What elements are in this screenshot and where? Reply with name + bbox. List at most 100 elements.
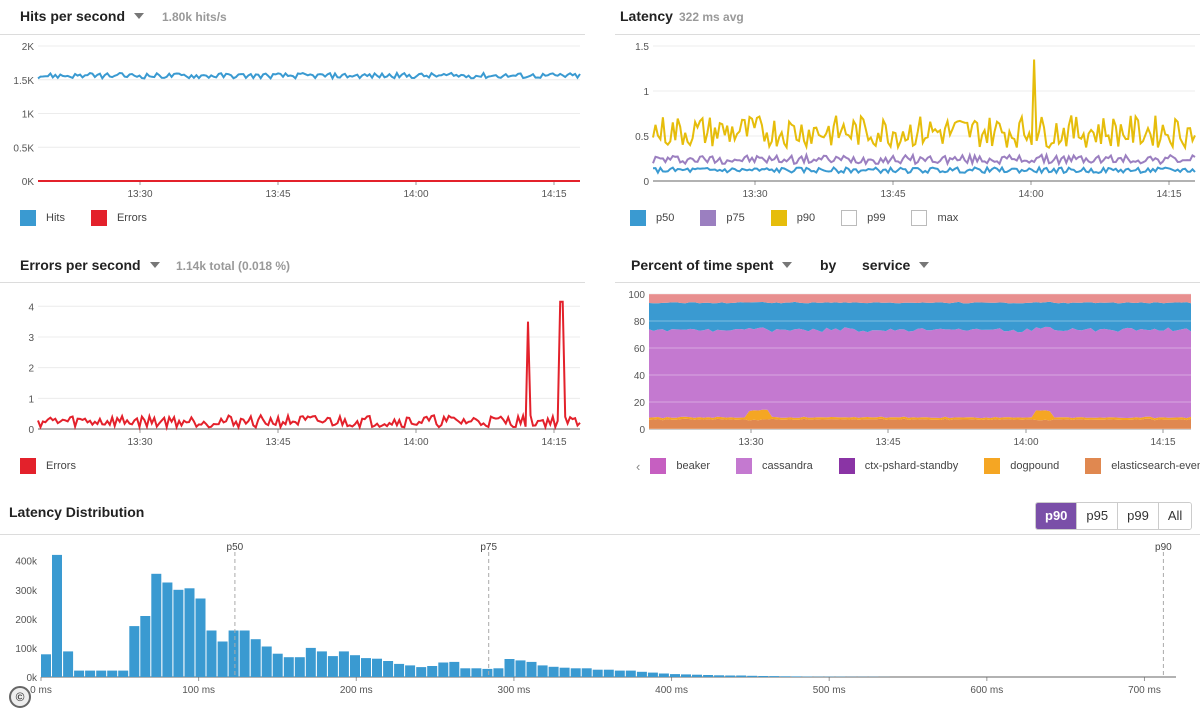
legend-item-errors[interactable]: Errors	[90, 210, 147, 226]
y-tick-label: 0.5	[635, 132, 649, 143]
histogram-bar	[195, 598, 206, 677]
chevron-down-icon[interactable]	[149, 262, 160, 268]
legend-item-p99[interactable]: p99	[841, 210, 885, 226]
histogram-bar	[239, 630, 250, 677]
legend-item-hits[interactable]: Hits	[20, 210, 65, 226]
p90-button[interactable]: p90	[1036, 503, 1077, 529]
chevron-down-icon[interactable]	[134, 13, 145, 19]
series-line-p90	[652, 59, 1196, 151]
legend-label: Hits	[46, 212, 65, 224]
series-line-hits	[37, 70, 581, 81]
p95-button[interactable]: p95	[1076, 503, 1118, 529]
legend-swatch	[90, 210, 107, 226]
percent-chart: 0 20 40 60 80 100 13:30 13:45 14:00 14:15	[628, 290, 1191, 448]
legend-item-errors[interactable]: Errors	[20, 458, 76, 474]
hits-panel-title[interactable]: Hits per second	[20, 8, 145, 24]
legend-label: elasticsearch-events	[1111, 460, 1200, 472]
histogram-bar	[173, 589, 184, 677]
errors-panel-title[interactable]: Errors per second	[20, 257, 160, 273]
histogram-bar	[460, 668, 471, 677]
legend-item-p75[interactable]: p75	[700, 210, 745, 226]
histogram-bar	[658, 673, 669, 677]
y-tick-label: 0k	[26, 673, 38, 684]
histogram-bar	[592, 669, 603, 677]
y-tick-label: 0K	[22, 177, 35, 188]
errors-legend: Errors	[20, 458, 102, 474]
legend-swatch	[984, 458, 1001, 474]
histogram-bar	[96, 670, 107, 677]
histogram-bar	[526, 661, 537, 677]
legend-label: cassandra	[761, 460, 813, 472]
y-tick-label: 80	[634, 317, 646, 328]
histogram-bar	[372, 658, 382, 677]
histogram-bar	[118, 670, 129, 677]
histogram-bar	[780, 676, 791, 677]
histogram-bar	[151, 573, 162, 677]
x-tick-label: 13:45	[875, 437, 900, 448]
histogram-bar	[41, 654, 51, 677]
percentile-marker-label: p75	[480, 542, 497, 553]
percent-panel-title[interactable]: Percent of time spent	[631, 257, 793, 273]
by-label: by	[820, 257, 837, 273]
histogram-bar	[427, 666, 438, 677]
latency-chart: 0 0.5 1 1.5 13:30 13:45 14:00 14:15	[635, 42, 1196, 200]
histogram-bar	[184, 588, 195, 677]
histogram-bar	[515, 660, 526, 677]
y-tick-label: 0	[643, 177, 649, 188]
histogram-bar	[74, 670, 85, 677]
y-tick-label: 40	[634, 371, 646, 382]
legend-item-p90[interactable]: p90	[770, 210, 815, 226]
legend-swatch	[911, 210, 928, 226]
histogram-bar	[305, 647, 316, 677]
legend-swatch	[770, 210, 787, 226]
y-tick-label: 100k	[15, 644, 38, 655]
group-by-select[interactable]: service	[862, 257, 930, 273]
histogram-bar	[703, 675, 714, 677]
x-tick-label: 700 ms	[1128, 685, 1161, 696]
x-tick-label: 13:30	[127, 189, 152, 200]
x-tick-label: 14:15	[541, 437, 566, 448]
x-tick-label: 200 ms	[340, 685, 373, 696]
distribution-chart: 0k 100k 200k 300k 400k 0 ms 100 ms 200 ms 300 ms…	[15, 542, 1176, 696]
histogram-bar	[736, 675, 747, 677]
histogram-bar	[261, 646, 272, 677]
errors-subtitle: 1.14k total (0.018 %)	[176, 259, 291, 273]
y-tick-label: 0	[639, 425, 645, 436]
histogram-bar	[625, 670, 636, 677]
percent-legend: ‹ beaker cassandra ctx-pshard-standby do…	[630, 458, 1200, 474]
histogram-bar	[570, 668, 581, 677]
legend-item-beaker[interactable]: beaker	[650, 458, 710, 474]
legend-item-max[interactable]: max	[911, 210, 958, 226]
legend-label: p50	[656, 212, 675, 224]
histogram-bar	[394, 663, 405, 677]
histogram-bar	[416, 667, 427, 677]
legend-item-ctx-pshard-standby[interactable]: ctx-pshard-standby	[838, 458, 959, 474]
errors-title-text: Errors per second	[20, 257, 141, 273]
legend-swatch	[700, 210, 717, 226]
divider	[615, 282, 1200, 283]
divider	[0, 282, 585, 283]
p99-button[interactable]: p99	[1117, 503, 1158, 529]
area-layer-cassandra	[649, 326, 1191, 419]
x-tick-label: 14:00	[403, 437, 428, 448]
histogram-bar	[206, 630, 217, 677]
legend-item-p50[interactable]: p50	[630, 210, 674, 226]
legend-item-elasticsearch-events[interactable]: elasticsearch-events	[1085, 458, 1200, 474]
histogram-bar	[272, 653, 283, 677]
chevron-down-icon[interactable]	[919, 262, 930, 268]
histogram-bar	[63, 651, 74, 677]
histogram-bar	[758, 676, 769, 677]
x-tick-label: 400 ms	[655, 685, 688, 696]
legend-item-cassandra[interactable]: cassandra	[735, 458, 813, 474]
chevron-down-icon[interactable]	[782, 262, 793, 268]
divider	[0, 534, 1200, 535]
series-line-p75	[652, 151, 1196, 167]
y-tick-label: 20	[634, 398, 646, 409]
legend-label: beaker	[676, 460, 710, 472]
legend-label: ctx-pshard-standby	[864, 460, 959, 472]
legend-prev-arrow-icon[interactable]: ‹	[636, 458, 641, 474]
percent-title-text: Percent of time spent	[631, 257, 774, 273]
all-button[interactable]: All	[1157, 503, 1192, 529]
histogram-bar	[769, 676, 780, 677]
legend-item-dogpound[interactable]: dogpound	[984, 458, 1059, 474]
